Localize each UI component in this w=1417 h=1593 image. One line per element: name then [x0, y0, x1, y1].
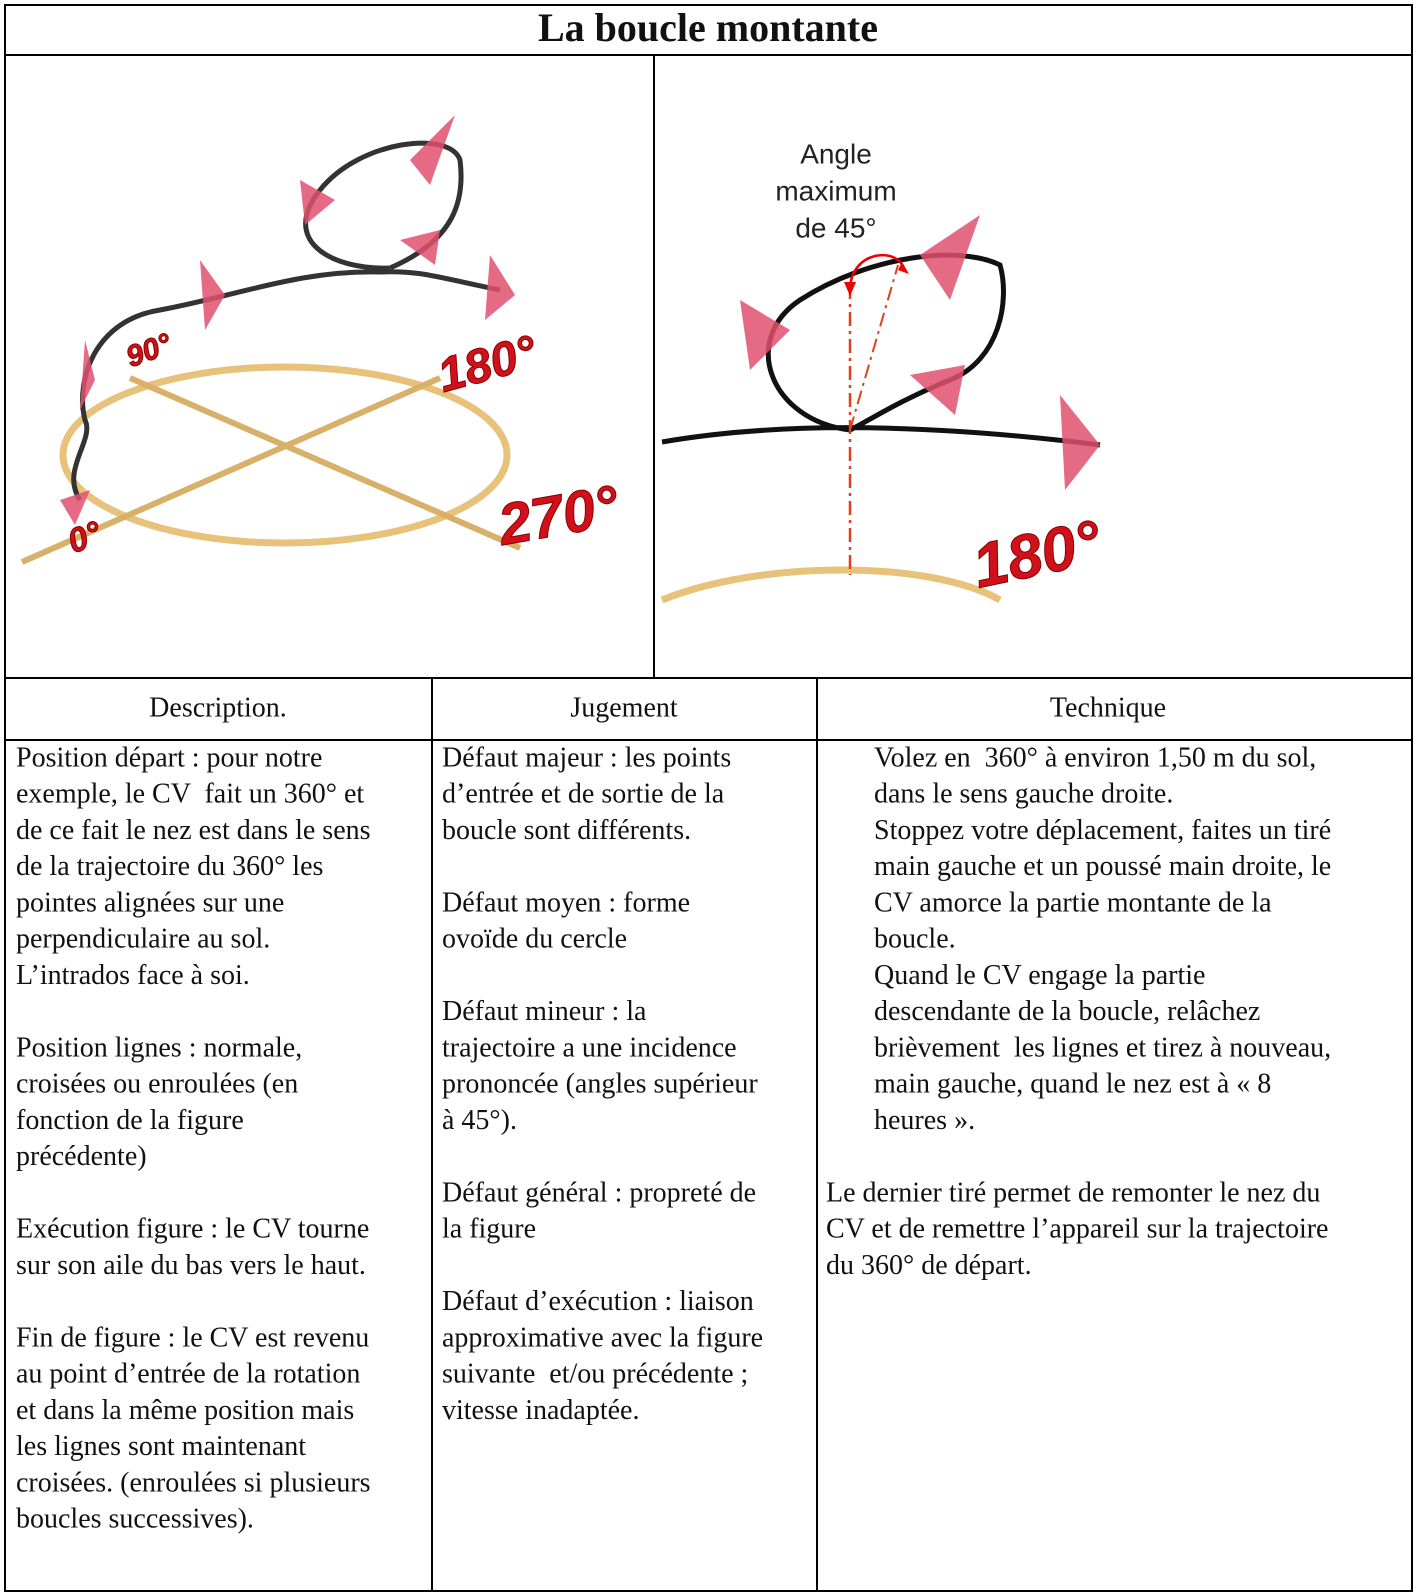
- cell-line: ovoïde du cercle: [442, 924, 627, 955]
- cell-line: et dans la même position mais: [16, 1395, 354, 1426]
- annotation: de 45°: [795, 212, 876, 243]
- cell-line: d’entrée et de sortie de la: [442, 779, 725, 810]
- cell-line: croisées. (enroulées si plusieurs: [16, 1467, 371, 1498]
- cell-line: Défaut mineur : la: [442, 996, 647, 1027]
- angle-label: 180°: [432, 326, 542, 403]
- cell-line: CV amorce la partie montante de la: [874, 887, 1272, 918]
- cell-line: Volez en 360° à environ 1,50 m du sol,: [874, 742, 1316, 773]
- cell-line: de ce fait le nez est dans le sens: [16, 815, 371, 846]
- annotation: maximum: [775, 175, 896, 206]
- cell-line: trajectoire a une incidence: [442, 1032, 737, 1063]
- cell-line: boucle.: [874, 924, 956, 955]
- column-header: Description.: [149, 692, 287, 723]
- title: La boucle montante: [538, 5, 878, 50]
- angle-label: 270°: [493, 473, 624, 558]
- cell-line: la figure: [442, 1214, 536, 1245]
- left-illustration: [20, 115, 522, 565]
- cell-line: Stoppez votre déplacement, faites un tir…: [874, 815, 1331, 846]
- cell-line: les lignes sont maintenant: [16, 1431, 306, 1462]
- cell-line: descendante de la boucle, relâchez: [874, 996, 1260, 1027]
- angle-label: 0°: [63, 514, 107, 561]
- cell-line: au point d’entrée de la rotation: [16, 1359, 360, 1390]
- cell-line: à 45°).: [442, 1105, 517, 1136]
- cell-line: vitesse inadaptée.: [442, 1395, 639, 1426]
- cell-line: boucle sont différents.: [442, 815, 691, 846]
- cell-line: approximative avec la figure: [442, 1322, 763, 1353]
- cell-line: du 360° de départ.: [826, 1250, 1032, 1281]
- right-illustration: [660, 215, 1101, 604]
- cell-line: fonction de la figure: [16, 1105, 244, 1136]
- cell-line: Quand le CV engage la partie: [874, 960, 1205, 991]
- cell-line: brièvement les lignes et tirez à nouveau…: [874, 1032, 1331, 1063]
- cell-line: croisées ou enroulées (en: [16, 1069, 298, 1100]
- table-border: [4, 4, 1413, 1592]
- cell-line: L’intrados face à soi.: [16, 960, 250, 991]
- cell-line: Position lignes : normale,: [16, 1032, 302, 1063]
- cell-line: main gauche, quand le nez est à « 8: [874, 1069, 1271, 1100]
- cell-line: heures ».: [874, 1105, 975, 1136]
- cell-line: Fin de figure : le CV est revenu: [16, 1322, 369, 1353]
- cell-line: suivante et/ou précédente ;: [442, 1359, 748, 1390]
- cell-line: Défaut majeur : les points: [442, 742, 731, 773]
- cell-line: dans le sens gauche droite.: [874, 779, 1173, 810]
- column-header: Jugement: [570, 692, 678, 723]
- cell-line: sur son aile du bas vers le haut.: [16, 1250, 366, 1281]
- cell-line: Exécution figure : le CV tourne: [16, 1214, 369, 1245]
- cell-line: main gauche et un poussé main droite, le: [874, 851, 1331, 882]
- cell-line: Défaut moyen : forme: [442, 887, 690, 918]
- cell-line: CV et de remettre l’appareil sur la traj…: [826, 1214, 1328, 1245]
- cell-line: de la trajectoire du 360° les: [16, 851, 323, 882]
- cell-line: exemple, le CV fait un 360° et: [16, 779, 364, 810]
- cell-line: prononcée (angles supérieur: [442, 1069, 758, 1100]
- column-header: Technique: [1050, 692, 1166, 723]
- cell-line: Position départ : pour notre: [16, 742, 322, 773]
- angle-label: 180°: [967, 507, 1108, 601]
- annotation: Angle: [800, 138, 872, 169]
- cell-line: Défaut d’exécution : liaison: [442, 1286, 754, 1317]
- cell-line: précédente): [16, 1141, 147, 1172]
- cell-line: Défaut général : propreté de: [442, 1177, 756, 1208]
- cell-line: Le dernier tiré permet de remonter le ne…: [826, 1177, 1320, 1208]
- cell-line: perpendiculaire au sol.: [16, 924, 270, 955]
- cell-line: pointes alignées sur une: [16, 887, 284, 918]
- cell-line: boucles successives).: [16, 1504, 254, 1535]
- angle-label: 90°: [122, 327, 177, 374]
